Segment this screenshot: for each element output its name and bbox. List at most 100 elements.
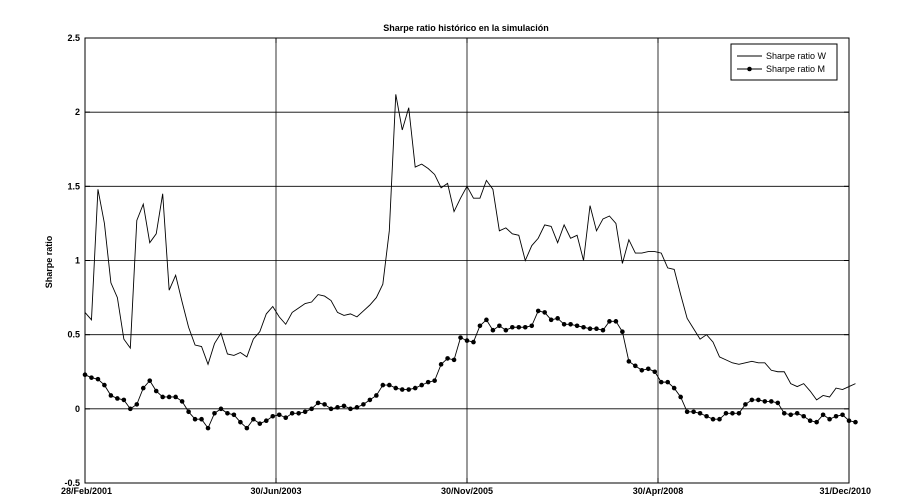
- data-point: [458, 335, 463, 340]
- y-tick-label: 2.5: [67, 33, 80, 43]
- x-tick-label: 28/Feb/2001: [61, 486, 112, 496]
- data-point: [613, 319, 619, 324]
- legend-label-1: Sharpe ratio W: [766, 51, 827, 61]
- data-point: [108, 393, 114, 398]
- data-point: [730, 410, 735, 416]
- grid-lines: [84, 37, 850, 484]
- data-point: [490, 327, 496, 333]
- y-tick-labels: -0.5 0 0.5 1 1.5 2 2.5: [64, 33, 80, 488]
- y-tick-label: 1: [75, 256, 80, 266]
- data-point: [134, 402, 140, 407]
- data-point: [270, 413, 276, 419]
- series-line-2: [84, 310, 856, 430]
- y-axis-label: Sharpe ratio: [44, 235, 54, 288]
- data-point: [704, 413, 709, 419]
- data-point: [289, 410, 295, 416]
- data-point: [89, 375, 94, 380]
- series-points-2: [82, 308, 858, 431]
- y-tick-label: 2: [75, 107, 80, 117]
- data-point: [121, 397, 127, 403]
- data-point: [820, 412, 826, 418]
- data-point: [633, 363, 638, 369]
- data-point: [503, 327, 509, 333]
- data-point: [225, 410, 230, 416]
- data-point: [231, 412, 237, 418]
- data-point: [315, 400, 321, 406]
- data-point: [594, 326, 599, 332]
- legend: Sharpe ratio W Sharpe ratio M: [730, 43, 838, 81]
- data-point: [510, 324, 515, 330]
- data-point: [665, 379, 671, 385]
- data-point: [205, 425, 211, 431]
- data-point: [749, 397, 755, 403]
- data-point: [639, 367, 645, 373]
- x-tick-label: 30/Jun/2003: [250, 486, 301, 496]
- data-point: [788, 412, 794, 418]
- data-point: [684, 409, 690, 415]
- series-layer: [82, 94, 858, 431]
- data-point: [471, 339, 476, 345]
- data-point: [743, 402, 748, 407]
- data-point: [354, 405, 360, 410]
- data-point: [328, 406, 334, 412]
- data-point: [781, 410, 787, 416]
- data-point: [840, 412, 845, 418]
- data-point: [438, 362, 444, 367]
- data-point: [710, 416, 716, 422]
- tick-marks: [84, 37, 850, 484]
- data-point: [276, 412, 282, 418]
- data-point: [147, 378, 153, 383]
- data-point: [173, 394, 178, 400]
- data-point: [691, 409, 696, 415]
- x-tick-label: 31/Dec/2010: [819, 486, 871, 496]
- data-point: [393, 385, 399, 391]
- data-point: [801, 413, 806, 419]
- data-point: [367, 397, 373, 403]
- data-point: [309, 406, 314, 412]
- data-point: [827, 416, 832, 422]
- data-point: [464, 338, 470, 343]
- data-point: [671, 385, 677, 391]
- data-point: [652, 369, 658, 375]
- data-point: [658, 379, 664, 385]
- data-point: [160, 394, 165, 400]
- series-line-1: [84, 94, 856, 401]
- data-point: [406, 387, 412, 392]
- data-point: [762, 399, 768, 404]
- data-point: [697, 410, 703, 416]
- x-tick-labels: 28/Feb/2001 30/Jun/2003 30/Nov/2005 30/Apr/…: [61, 486, 871, 496]
- data-point: [769, 399, 774, 404]
- data-point: [587, 326, 593, 332]
- data-point: [335, 405, 340, 410]
- data-point: [419, 382, 424, 388]
- data-point: [756, 397, 761, 403]
- data-point: [853, 419, 858, 425]
- data-point: [561, 321, 567, 327]
- data-point: [484, 317, 489, 323]
- data-point: [348, 406, 353, 412]
- data-point: [251, 416, 256, 422]
- y-tick-label: 0.5: [67, 330, 80, 340]
- data-point: [399, 387, 405, 392]
- data-point: [717, 416, 722, 422]
- data-point: [283, 415, 289, 421]
- data-point: [736, 410, 742, 416]
- data-point: [535, 308, 541, 314]
- x-tick-label: 30/Apr/2008: [633, 486, 684, 496]
- data-point: [775, 400, 781, 406]
- data-point: [814, 419, 819, 425]
- legend-marker-2: [747, 66, 752, 72]
- data-point: [794, 410, 800, 416]
- data-point: [341, 403, 347, 409]
- data-point: [807, 418, 813, 424]
- data-point: [678, 394, 683, 400]
- data-point: [626, 359, 632, 364]
- data-point: [497, 323, 502, 329]
- data-point: [620, 329, 625, 335]
- data-point: [432, 378, 437, 383]
- data-point: [302, 409, 308, 415]
- data-point: [179, 399, 185, 404]
- data-point: [833, 413, 839, 419]
- x-tick-label: 30/Nov/2005: [441, 486, 493, 496]
